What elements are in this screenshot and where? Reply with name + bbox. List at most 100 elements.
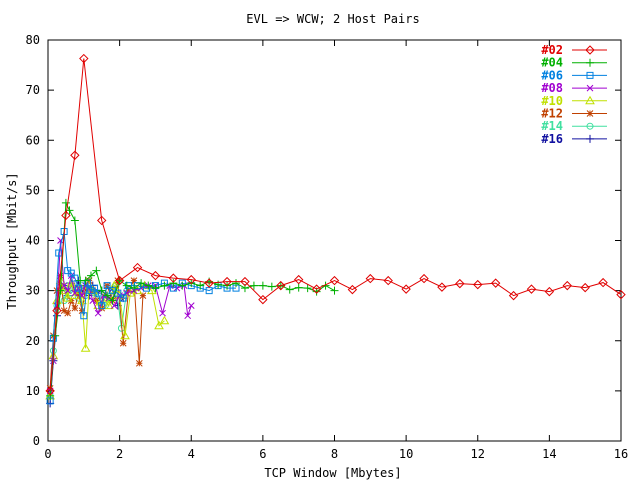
data-point — [91, 284, 99, 292]
data-point — [70, 150, 80, 160]
data-point — [585, 95, 595, 105]
x-tick-label: 10 — [399, 447, 413, 461]
data-point — [97, 215, 107, 226]
data-point — [586, 134, 594, 143]
data-point — [586, 84, 594, 92]
data-point — [258, 294, 268, 305]
data-point — [204, 278, 214, 288]
legend-label: #02 — [541, 43, 563, 57]
data-point — [86, 271, 95, 280]
data-point — [114, 275, 125, 286]
y-tick-label: 50 — [26, 183, 40, 197]
data-point — [294, 283, 303, 292]
data-point — [184, 312, 192, 320]
data-point — [81, 276, 90, 285]
data-point — [168, 273, 179, 283]
data-point — [178, 281, 187, 290]
data-point — [311, 284, 322, 294]
data-point — [45, 386, 55, 396]
data-point — [103, 282, 111, 290]
data-point — [77, 295, 87, 305]
data-point — [455, 278, 465, 289]
data-point — [60, 282, 68, 289]
x-tick-label: 16 — [614, 447, 628, 461]
legend: #02#04#06#08#10#12#14#16 — [541, 43, 607, 146]
data-point — [89, 297, 97, 305]
data-point — [109, 280, 120, 290]
y-tick-label: 30 — [26, 284, 40, 298]
data-point — [154, 320, 164, 330]
data-point — [129, 284, 138, 293]
data-point — [347, 284, 358, 295]
x-tick-label: 12 — [471, 447, 485, 461]
data-point — [103, 291, 112, 300]
data-point — [98, 302, 106, 310]
data-point — [60, 307, 68, 315]
y-tick-label: 10 — [26, 384, 40, 398]
data-point — [437, 282, 447, 292]
data-point — [586, 58, 594, 67]
data-point — [544, 286, 555, 297]
data-point — [383, 275, 393, 286]
data-point — [222, 276, 232, 287]
legend-label: #12 — [541, 107, 563, 121]
data-point — [61, 198, 70, 207]
data-point — [108, 296, 117, 305]
data-point — [56, 286, 65, 295]
data-point — [303, 284, 312, 293]
data-point — [64, 267, 72, 275]
data-point — [74, 284, 82, 292]
data-point — [490, 278, 501, 288]
data-point — [119, 339, 127, 347]
data-point — [52, 305, 62, 316]
data-point — [330, 286, 339, 295]
data-point — [508, 290, 519, 301]
chart-title: EVL => WCW; 2 Host Pairs — [246, 12, 419, 26]
data-point — [80, 343, 91, 352]
y-tick-label: 70 — [26, 83, 40, 97]
data-point — [159, 309, 166, 317]
x-tick-label: 4 — [188, 447, 195, 461]
series-line — [49, 58, 622, 391]
data-point — [135, 359, 143, 367]
data-point — [401, 284, 411, 294]
y-axis-label: Throughput [Mbit/s] — [5, 172, 19, 309]
data-point — [61, 210, 71, 221]
data-point — [196, 281, 205, 290]
data-point — [473, 279, 483, 290]
data-point — [144, 281, 153, 290]
data-point — [240, 276, 250, 287]
data-point — [46, 391, 55, 400]
data-point — [122, 281, 131, 290]
data-point — [186, 274, 196, 285]
data-point — [67, 269, 75, 277]
data-point — [70, 216, 79, 225]
data-point — [586, 110, 594, 117]
data-point — [586, 122, 594, 130]
data-point — [232, 279, 241, 288]
y-tick-label: 40 — [26, 234, 40, 248]
data-point — [130, 277, 138, 284]
data-point — [187, 302, 195, 310]
data-point — [132, 262, 143, 273]
y-tick-label: 60 — [26, 133, 40, 147]
legend-label: #16 — [541, 132, 563, 146]
data-point — [150, 270, 161, 281]
y-tick-label: 0 — [33, 434, 40, 448]
data-point — [125, 287, 132, 294]
x-tick-label: 8 — [331, 447, 338, 461]
data-point — [169, 279, 178, 288]
data-point — [92, 266, 101, 275]
x-tick-label: 2 — [116, 447, 123, 461]
data-point — [94, 309, 102, 317]
data-point — [526, 284, 537, 294]
data-point — [276, 280, 286, 291]
data-point — [104, 300, 114, 310]
legend-label: #06 — [541, 68, 563, 82]
data-point — [329, 275, 340, 286]
y-tick-label: 80 — [26, 33, 40, 47]
data-point — [78, 307, 86, 315]
x-tick-label: 6 — [259, 447, 266, 461]
data-point — [62, 293, 73, 302]
